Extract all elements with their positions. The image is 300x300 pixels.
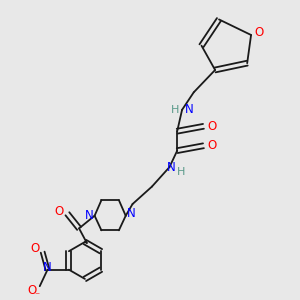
Text: O: O <box>254 26 263 39</box>
Text: H: H <box>177 167 185 177</box>
Text: N: N <box>167 160 176 174</box>
Text: ⁻: ⁻ <box>34 291 39 300</box>
Text: O: O <box>30 242 40 255</box>
Text: H: H <box>171 105 179 115</box>
Text: N: N <box>43 261 52 274</box>
Text: N: N <box>185 103 194 116</box>
Text: O: O <box>208 120 217 133</box>
Text: N: N <box>84 209 93 222</box>
Text: O: O <box>54 205 63 218</box>
Text: O: O <box>208 139 217 152</box>
Text: N: N <box>127 207 136 220</box>
Text: O: O <box>27 284 37 297</box>
